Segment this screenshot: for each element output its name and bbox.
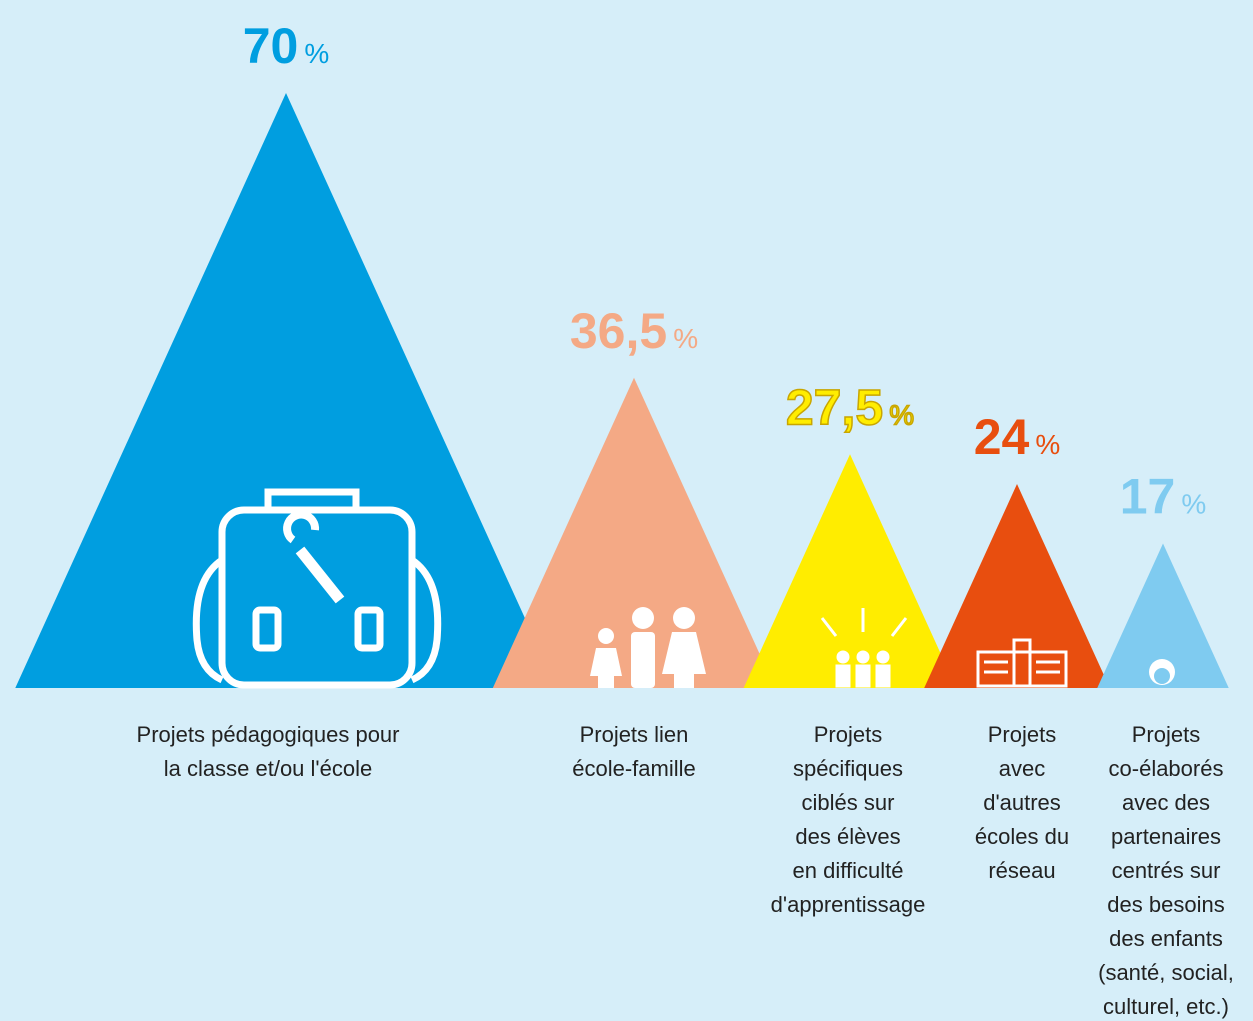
triangle [924, 484, 1110, 688]
value-unit: % [889, 399, 914, 430]
category-label: en difficulté [793, 858, 904, 883]
category-label: Projets lien [580, 722, 689, 747]
value-label: 24% [974, 409, 1061, 465]
value-unit: % [673, 323, 698, 354]
category-label: spécifiques [793, 756, 903, 781]
category-label: centrés sur [1112, 858, 1221, 883]
value-label: 27,5% [786, 379, 914, 435]
category-label: Projets [1132, 722, 1200, 747]
value-unit: % [304, 38, 329, 69]
category-label: des enfants [1109, 926, 1223, 951]
category-label: des besoins [1107, 892, 1224, 917]
category-label: partenaires [1111, 824, 1221, 849]
value-label: 70% [243, 18, 330, 74]
family-icon [590, 607, 706, 688]
value-number: 24 [974, 409, 1030, 465]
category-label: d'apprentissage [771, 892, 926, 917]
category-label: co-élaborés [1109, 756, 1224, 781]
category-label: école-famille [572, 756, 696, 781]
pupils-icon [820, 608, 908, 688]
value-number: 36,5 [570, 303, 667, 359]
value-unit: % [1035, 429, 1060, 460]
triangle [1097, 543, 1229, 688]
value-number: 17 [1120, 469, 1176, 525]
value-label: 36,5% [570, 303, 698, 359]
triangle [492, 377, 776, 688]
triangle [743, 454, 957, 688]
category-label: ciblés sur [802, 790, 895, 815]
value-label: 17% [1120, 469, 1207, 525]
category-label: réseau [988, 858, 1055, 883]
category-label: d'autres [983, 790, 1061, 815]
triangle [15, 93, 557, 688]
category-label: la classe et/ou l'école [164, 756, 372, 781]
briefcase-icon [192, 488, 442, 689]
category-label: des élèves [795, 824, 900, 849]
category-label: Projets [988, 722, 1056, 747]
value-unit: % [1181, 489, 1206, 520]
child-icon [1149, 659, 1175, 685]
category-label: culturel, etc.) [1103, 994, 1229, 1019]
category-label: avec des [1122, 790, 1210, 815]
category-label: (santé, social, [1098, 960, 1234, 985]
category-label: Projets [814, 722, 882, 747]
value-number: 27,5 [786, 379, 883, 435]
category-label: Projets pédagogiques pour [137, 722, 400, 747]
category-label: avec [999, 756, 1045, 781]
school-icon [976, 638, 1068, 688]
marks [15, 93, 1229, 688]
value-number: 70 [243, 18, 299, 74]
category-label: écoles du [975, 824, 1069, 849]
